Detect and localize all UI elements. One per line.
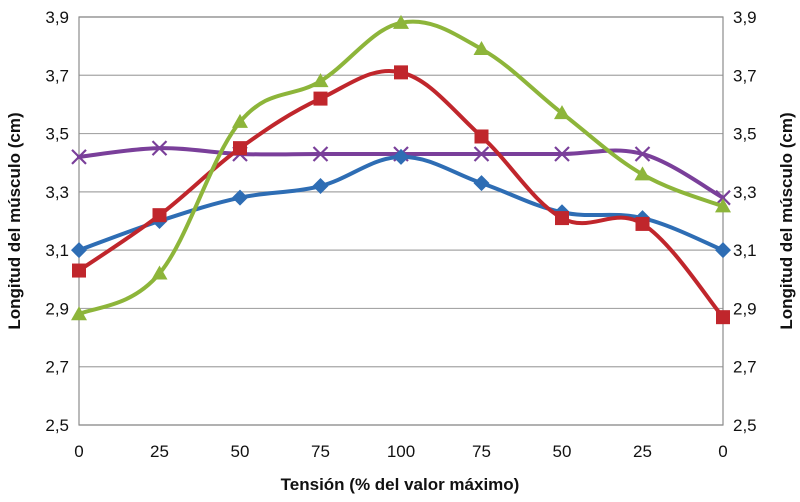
data-point-x bbox=[71, 149, 87, 165]
y-tick-label-right: 2,9 bbox=[733, 299, 757, 318]
y-axis-left-ticks: 2,5 2,7 2,9 3,1 3,3 3,5 3,7 3,9 bbox=[45, 8, 69, 435]
series-triangle bbox=[71, 14, 731, 321]
data-point-triangle bbox=[232, 113, 248, 128]
y-tick-label-left: 2,7 bbox=[45, 358, 69, 377]
data-point-triangle bbox=[151, 265, 168, 280]
data-point-x bbox=[312, 146, 329, 162]
data-point-square bbox=[635, 216, 650, 231]
data-point-square bbox=[394, 65, 408, 80]
y-tick-label-right: 3,7 bbox=[733, 66, 757, 85]
y-tick-label-left: 3,3 bbox=[45, 183, 69, 202]
data-point-diamond bbox=[312, 178, 329, 195]
series-line bbox=[77, 19, 725, 317]
data-point-diamond bbox=[232, 189, 248, 206]
x-tick-label: 0 bbox=[718, 442, 727, 461]
data-point-x bbox=[473, 146, 490, 162]
x-tick-label: 75 bbox=[311, 442, 330, 461]
data-point-x bbox=[151, 140, 168, 156]
series-diamond bbox=[71, 148, 731, 259]
series-layer bbox=[71, 14, 731, 325]
x-tick-label: 0 bbox=[74, 442, 83, 461]
data-point-diamond bbox=[715, 242, 731, 259]
data-point-triangle bbox=[71, 306, 87, 321]
x-tick-label: 25 bbox=[150, 442, 169, 461]
data-point-x bbox=[634, 146, 651, 162]
y-axis-right-ticks: 2,5 2,7 2,9 3,1 3,3 3,5 3,7 3,9 bbox=[733, 8, 757, 435]
data-point-triangle bbox=[634, 166, 651, 181]
y-tick-label-right: 2,5 bbox=[733, 416, 757, 435]
y-axis-title-left: Longitud del músculo (cm) bbox=[5, 112, 24, 329]
data-point-x bbox=[715, 189, 731, 206]
data-point-square bbox=[72, 263, 86, 278]
x-tick-label: 100 bbox=[387, 442, 415, 461]
series-line bbox=[77, 69, 725, 320]
data-point-square bbox=[152, 208, 167, 223]
y-tick-label-right: 3,3 bbox=[733, 183, 757, 202]
data-point-triangle bbox=[473, 41, 490, 56]
y-tick-label-left: 3,1 bbox=[45, 241, 69, 260]
data-point-triangle bbox=[312, 73, 329, 88]
x-tick-label: 50 bbox=[553, 442, 572, 461]
y-axis-title-right: Longitud del músculo (cm) bbox=[777, 112, 796, 329]
data-point-diamond bbox=[71, 242, 87, 259]
data-point-square bbox=[313, 91, 328, 106]
y-tick-label-right: 3,5 bbox=[733, 125, 757, 144]
y-tick-label-right: 3,9 bbox=[733, 8, 757, 27]
data-point-triangle bbox=[715, 198, 731, 213]
series-square bbox=[72, 65, 730, 325]
data-point-triangle bbox=[554, 105, 570, 120]
y-tick-label-left: 2,5 bbox=[45, 416, 69, 435]
data-point-triangle bbox=[393, 14, 409, 29]
y-tick-label-left: 3,5 bbox=[45, 125, 69, 144]
data-point-square bbox=[233, 141, 247, 156]
data-point-square bbox=[474, 129, 489, 144]
y-tick-label-left: 3,9 bbox=[45, 8, 69, 27]
x-tick-label: 75 bbox=[472, 442, 491, 461]
y-tick-label-right: 2,7 bbox=[733, 358, 757, 377]
y-tick-label-left: 3,7 bbox=[45, 66, 69, 85]
data-point-diamond bbox=[473, 175, 490, 192]
y-tick-label-left: 2,9 bbox=[45, 299, 69, 318]
data-point-square bbox=[716, 310, 730, 325]
x-axis-ticks: 0 25 50 75 100 75 50 25 0 bbox=[74, 442, 727, 461]
x-axis-title: Tensión (% del valor máximo) bbox=[281, 475, 520, 494]
data-point-diamond bbox=[393, 148, 409, 165]
x-tick-label: 25 bbox=[633, 442, 652, 461]
data-point-square bbox=[555, 211, 569, 226]
y-tick-label-right: 3,1 bbox=[733, 241, 757, 260]
data-point-x bbox=[554, 146, 570, 162]
x-tick-label: 50 bbox=[231, 442, 250, 461]
